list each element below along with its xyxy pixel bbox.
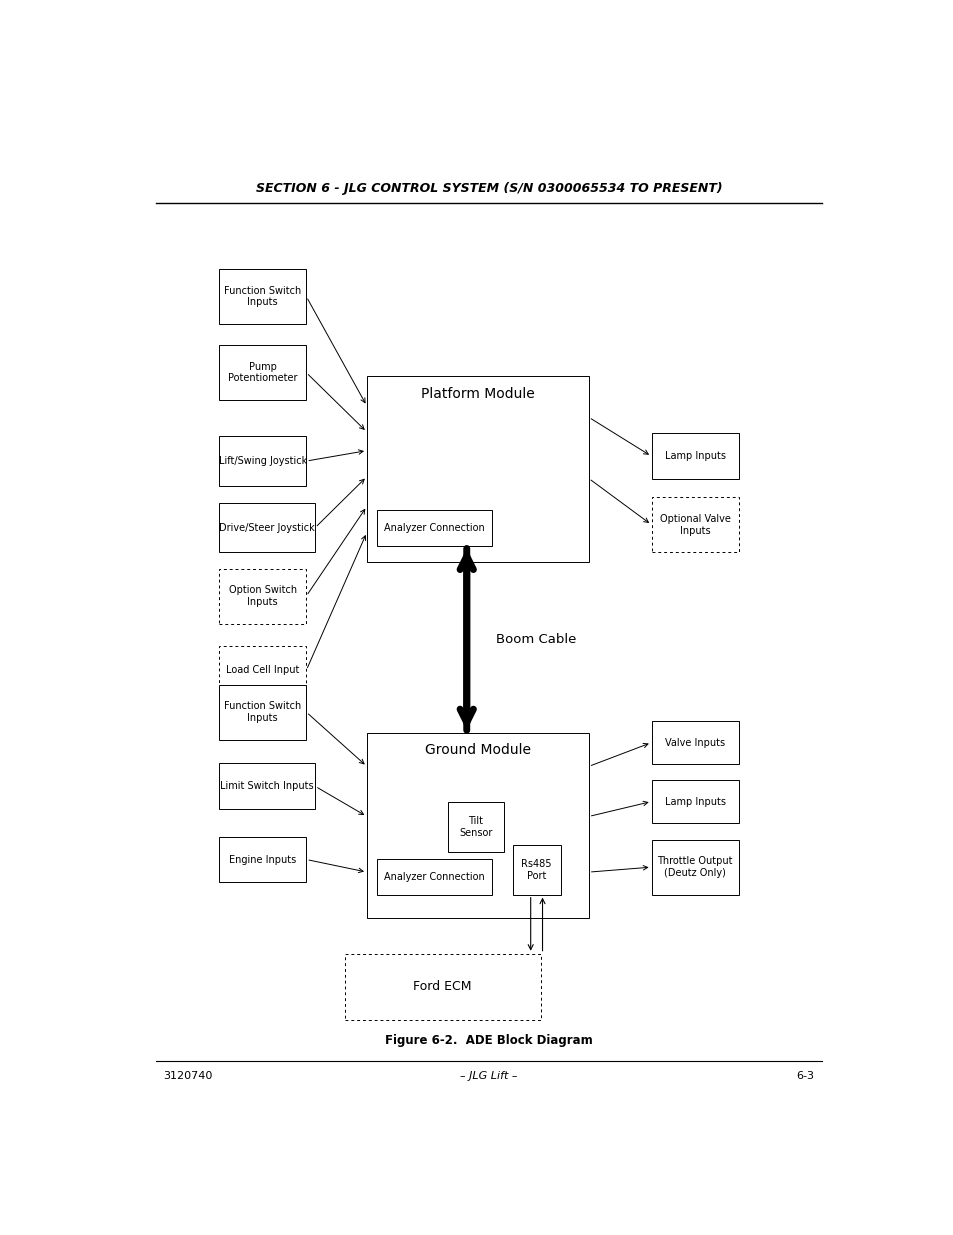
Text: Option Switch
Inputs: Option Switch Inputs — [229, 585, 296, 606]
Text: Optional Valve
Inputs: Optional Valve Inputs — [659, 514, 730, 536]
Text: Figure 6-2.  ADE Block Diagram: Figure 6-2. ADE Block Diagram — [385, 1034, 592, 1047]
Text: Function Switch
Inputs: Function Switch Inputs — [224, 701, 301, 722]
Text: Boom Cable: Boom Cable — [496, 632, 577, 646]
Text: Analyzer Connection: Analyzer Connection — [384, 522, 484, 532]
Text: Analyzer Connection: Analyzer Connection — [384, 872, 484, 882]
Bar — [219, 763, 314, 809]
Bar — [219, 345, 306, 400]
Text: Lamp Inputs: Lamp Inputs — [664, 797, 725, 806]
Bar — [219, 836, 306, 882]
Text: Load Cell Input: Load Cell Input — [226, 666, 299, 676]
Text: Lift/Swing Joystick: Lift/Swing Joystick — [218, 456, 307, 466]
Bar — [376, 510, 492, 546]
Bar — [367, 734, 588, 919]
Bar — [367, 377, 588, 562]
Text: Ford ECM: Ford ECM — [413, 981, 472, 993]
Text: Valve Inputs: Valve Inputs — [664, 737, 724, 747]
Bar — [344, 953, 540, 1020]
Bar — [376, 858, 492, 894]
Text: – JLG Lift –: – JLG Lift – — [459, 1071, 517, 1082]
Text: Platform Module: Platform Module — [420, 387, 534, 400]
Bar — [219, 503, 314, 552]
Text: Lamp Inputs: Lamp Inputs — [664, 451, 725, 462]
Text: Engine Inputs: Engine Inputs — [229, 855, 296, 864]
Bar — [651, 433, 738, 479]
Text: SECTION 6 - JLG CONTROL SYSTEM (S/N 0300065534 TO PRESENT): SECTION 6 - JLG CONTROL SYSTEM (S/N 0300… — [255, 182, 721, 195]
Text: Tilt
Sensor: Tilt Sensor — [458, 816, 492, 839]
Bar — [219, 684, 306, 740]
Text: 6-3: 6-3 — [796, 1071, 813, 1082]
Text: Throttle Output
(Deutz Only): Throttle Output (Deutz Only) — [657, 856, 732, 878]
Text: 3120740: 3120740 — [164, 1071, 213, 1082]
Bar — [219, 269, 306, 324]
Text: Rs485
Port: Rs485 Port — [521, 860, 551, 881]
Text: Function Switch
Inputs: Function Switch Inputs — [224, 285, 301, 308]
Text: Drive/Steer Joystick: Drive/Steer Joystick — [219, 522, 314, 532]
Bar — [219, 568, 306, 624]
Bar — [512, 845, 560, 894]
Text: Pump
Potentiometer: Pump Potentiometer — [228, 362, 297, 383]
Bar — [219, 436, 306, 485]
Bar — [651, 721, 738, 764]
Bar — [651, 779, 738, 824]
Text: Limit Switch Inputs: Limit Switch Inputs — [220, 782, 314, 792]
Bar — [219, 646, 306, 695]
Bar — [651, 498, 738, 552]
Bar — [651, 840, 738, 894]
Bar — [448, 803, 503, 852]
Text: Ground Module: Ground Module — [424, 743, 530, 757]
